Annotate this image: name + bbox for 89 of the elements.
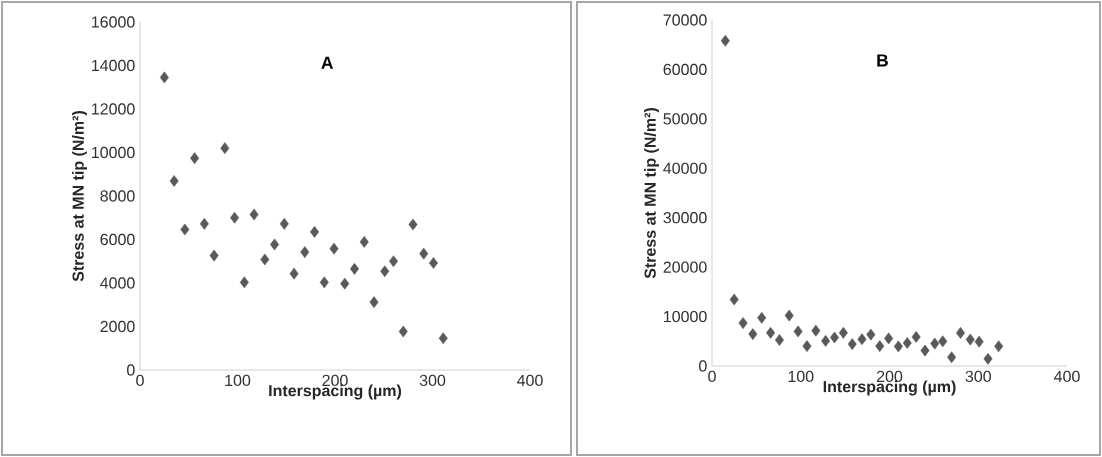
y-tick-label: 50000 [663,113,707,125]
point [239,276,249,289]
point [429,257,438,269]
point [380,265,390,278]
y-axis-title: Stress at MN tip (N/m²) [72,111,87,282]
y-tick-label: 10000 [664,310,707,323]
point [774,334,784,346]
point [930,337,940,350]
point [893,340,903,353]
y-tick-label: 20000 [663,261,707,273]
y-tick-label: 0 [699,360,707,372]
y-tick-label: 30000 [663,212,707,224]
point [802,340,812,352]
x-tick-label: 200 [322,374,348,387]
x-axis-title: Interspacing (µm) [269,384,402,400]
point [938,335,948,348]
point [994,340,1004,353]
point [419,247,429,260]
point [310,226,319,238]
point [920,344,930,357]
point [319,276,329,289]
point [947,351,957,364]
x-tick-label: 200 [876,370,903,383]
point [902,337,912,349]
point [190,152,200,165]
point [209,249,219,262]
x-tick-label: 100 [225,374,251,387]
text: A [321,56,334,69]
x-tick-label: 0 [136,374,144,387]
y-tick-label: 10000 [92,146,135,159]
point [847,338,857,350]
point [974,335,984,348]
point [289,267,299,280]
point [438,332,448,345]
point [180,223,190,236]
y-tick-label: 14000 [92,59,135,72]
point [748,328,758,340]
y-axis-title: Stress at MN tip (N/m²) [644,108,659,279]
y-tick-label: 8000 [100,190,135,202]
x-tick-label: 400 [517,374,543,387]
y-tick-label: 16000 [92,16,135,28]
point [329,242,339,255]
point [983,352,993,365]
text: B [877,54,888,67]
y-tick-label: 40000 [663,162,707,174]
point [249,208,259,221]
point [956,327,965,339]
y-tick-label: 70000 [663,14,707,26]
y-tick-label: 6000 [100,233,135,246]
point [857,333,867,346]
point [811,324,821,337]
point [169,175,179,187]
x-tick-label: 100 [788,370,814,383]
point [793,325,803,338]
x-tick-label: 300 [965,370,991,383]
point [279,217,289,230]
x-tick-label: 0 [708,370,716,383]
point [230,211,240,224]
point [875,340,885,352]
point [398,325,408,338]
point [821,335,831,347]
point [159,71,169,84]
x-axis-title: Interspacing (µm) [823,380,956,396]
point [738,317,748,329]
y-tick-label: 60000 [663,63,707,76]
point [260,253,270,266]
point [369,296,379,309]
point [359,236,369,248]
point [220,142,230,155]
point [270,238,280,251]
point [838,326,848,339]
point [784,309,794,322]
point [199,217,209,230]
x-tick-label: 300 [419,374,446,387]
point [300,246,310,258]
point [729,293,739,306]
point [757,311,767,324]
x-tick-label: 400 [1054,370,1080,383]
y-tick-label: 2000 [100,320,135,333]
point [766,326,776,339]
point [408,218,418,231]
point [340,277,350,290]
point [884,332,894,345]
point [866,328,876,341]
point [911,331,921,343]
point [965,333,975,346]
point [720,34,730,47]
y-tick-label: 4000 [100,277,135,289]
y-tick-label: 12000 [92,103,135,115]
